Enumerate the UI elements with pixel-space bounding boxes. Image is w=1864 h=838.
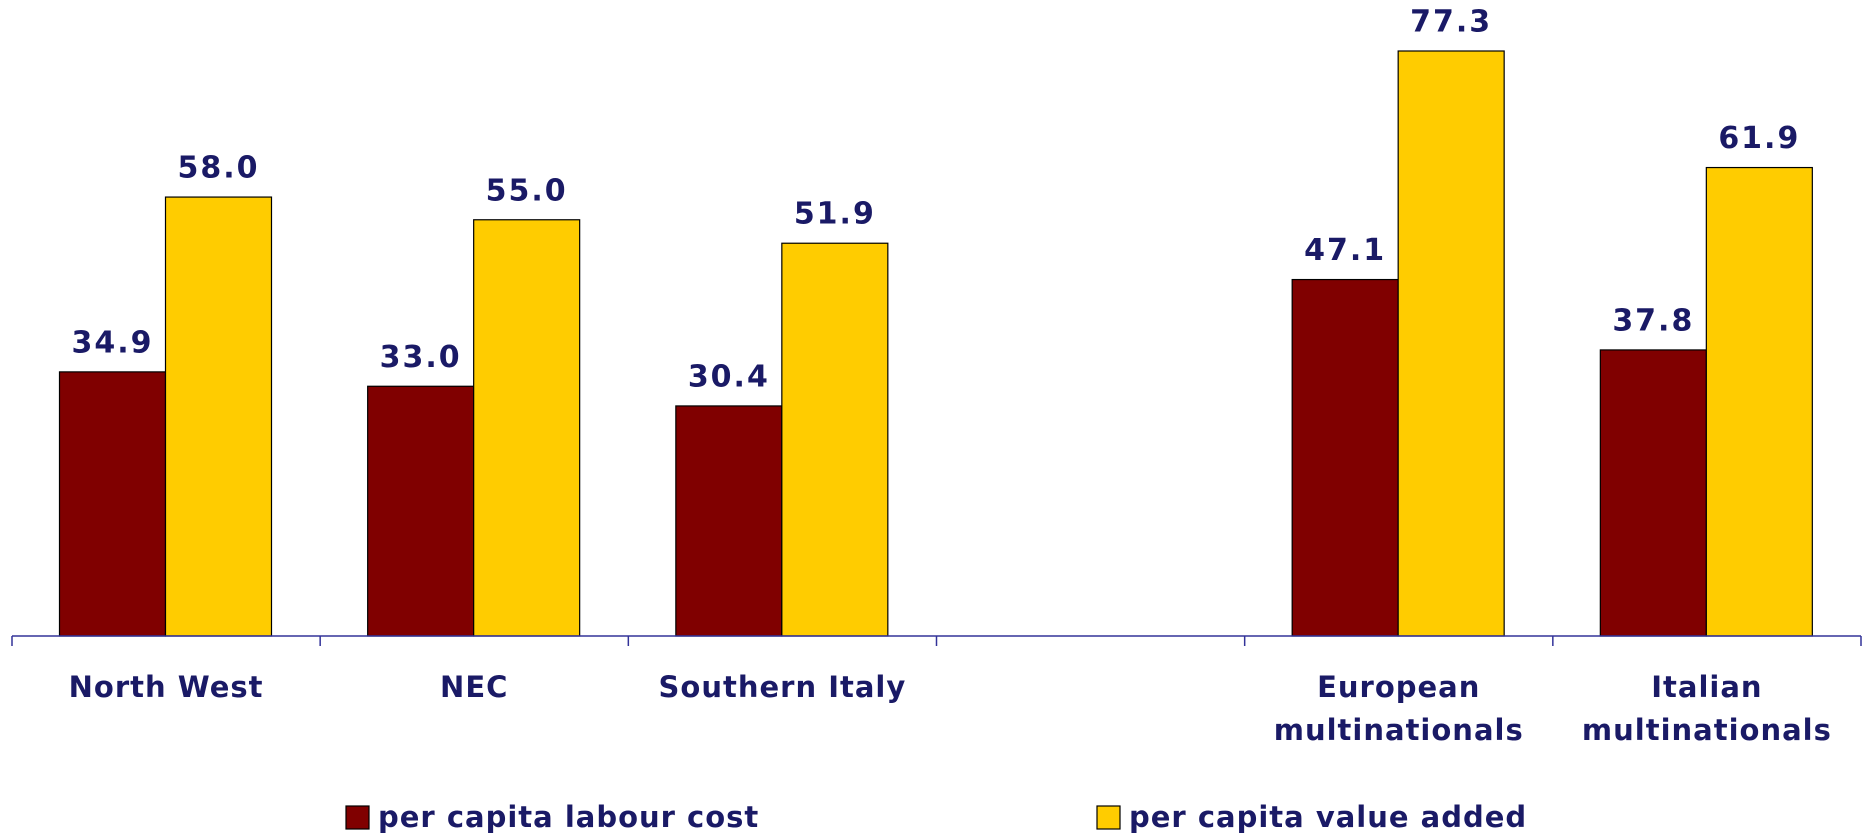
data-label: 51.9 — [794, 197, 876, 232]
bar — [367, 385, 475, 637]
data-label: 33.0 — [380, 340, 462, 375]
data-label: 30.4 — [688, 359, 770, 394]
bar — [1599, 349, 1707, 637]
data-label: 58.0 — [177, 151, 259, 186]
bar — [1397, 50, 1505, 637]
x-tick-label: Italian multinationals — [1581, 670, 1832, 747]
data-label: 77.3 — [1410, 5, 1492, 40]
x-tick-label: European multinationals — [1273, 670, 1524, 747]
x-tick-label: North West — [68, 670, 264, 704]
legend-label: per capita labour cost — [378, 800, 759, 834]
bar — [1705, 166, 1813, 637]
x-tick-label: Southern Italy — [658, 670, 907, 704]
data-label: 61.9 — [1718, 121, 1800, 156]
bar — [164, 196, 273, 637]
bar — [675, 405, 783, 637]
data-label: 34.9 — [71, 325, 153, 360]
legend-label: per capita value added — [1129, 800, 1527, 834]
x-tick-label: NEC — [440, 670, 509, 704]
data-label: 55.0 — [486, 173, 568, 208]
bar — [58, 371, 167, 637]
legend-swatch — [345, 805, 370, 830]
bar — [1291, 278, 1399, 637]
data-label: 37.8 — [1612, 303, 1694, 338]
legend-swatch — [1096, 805, 1121, 830]
data-label: 47.1 — [1304, 233, 1386, 268]
bar — [781, 242, 889, 637]
bar — [473, 219, 581, 637]
